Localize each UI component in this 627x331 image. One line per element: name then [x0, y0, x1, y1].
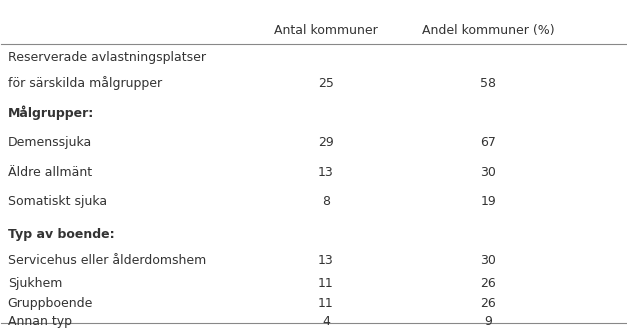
- Text: 58: 58: [480, 77, 497, 90]
- Text: 4: 4: [322, 315, 330, 328]
- Text: Demenssjuka: Demenssjuka: [8, 136, 92, 149]
- Text: Antal kommuner: Antal kommuner: [274, 24, 378, 37]
- Text: Somatiskt sjuka: Somatiskt sjuka: [8, 195, 107, 208]
- Text: 30: 30: [480, 254, 496, 267]
- Text: 25: 25: [318, 77, 334, 90]
- Text: Annan typ: Annan typ: [8, 315, 71, 328]
- Text: 13: 13: [318, 166, 334, 179]
- Text: 30: 30: [480, 166, 496, 179]
- Text: Äldre allmänt: Äldre allmänt: [8, 166, 92, 179]
- Text: 19: 19: [480, 195, 496, 208]
- Text: Servicehus eller ålderdomshem: Servicehus eller ålderdomshem: [8, 254, 206, 267]
- Text: 9: 9: [484, 315, 492, 328]
- Text: Målgrupper:: Målgrupper:: [8, 105, 94, 119]
- Text: 67: 67: [480, 136, 496, 149]
- Text: Sjukhem: Sjukhem: [8, 277, 62, 290]
- Text: Andel kommuner (%): Andel kommuner (%): [422, 24, 555, 37]
- Text: Typ av boende:: Typ av boende:: [8, 228, 114, 241]
- Text: 13: 13: [318, 254, 334, 267]
- Text: 29: 29: [318, 136, 334, 149]
- Text: 8: 8: [322, 195, 330, 208]
- Text: Reserverade avlastningsplatser: Reserverade avlastningsplatser: [8, 51, 206, 64]
- Text: 11: 11: [318, 277, 334, 290]
- Text: 11: 11: [318, 297, 334, 310]
- Text: 26: 26: [480, 277, 496, 290]
- Text: Gruppboende: Gruppboende: [8, 297, 93, 310]
- Text: för särskilda målgrupper: för särskilda målgrupper: [8, 76, 162, 90]
- Text: 26: 26: [480, 297, 496, 310]
